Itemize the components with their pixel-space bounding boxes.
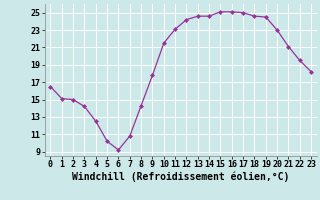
X-axis label: Windchill (Refroidissement éolien,°C): Windchill (Refroidissement éolien,°C) [72,172,290,182]
